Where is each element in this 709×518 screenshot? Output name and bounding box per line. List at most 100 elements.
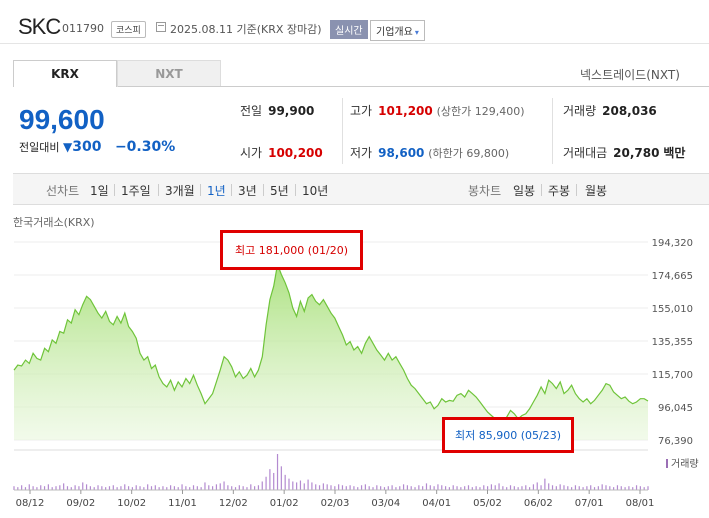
- volume-bar: [349, 485, 351, 490]
- candle-daily[interactable]: 일봉: [513, 184, 536, 198]
- volume-bar: [135, 485, 137, 490]
- volume-bar: [40, 485, 42, 490]
- period-divider: [114, 184, 115, 196]
- volume-bar: [639, 486, 641, 490]
- x-tick-label: 12/02: [219, 498, 248, 509]
- volume-bar: [597, 486, 599, 490]
- y-tick-label: 96,045: [658, 403, 693, 414]
- volume-bar: [154, 485, 156, 490]
- volume-bar: [613, 487, 615, 490]
- stats-divider: [552, 98, 553, 164]
- x-tick-label: 05/02: [473, 498, 502, 509]
- x-tick-label: 11/01: [168, 498, 197, 509]
- volume-bar: [318, 485, 321, 490]
- volume-bar: [169, 485, 172, 490]
- volume-bar: [345, 486, 347, 490]
- volume-bar: [143, 487, 145, 490]
- volume-bar: [460, 487, 462, 490]
- volume-bar: [444, 486, 447, 490]
- volume-bar: [158, 487, 160, 490]
- volume-bar: [620, 486, 622, 490]
- volume-bar: [464, 486, 466, 490]
- volume-bar: [326, 484, 328, 490]
- stat-amount: 거래대금 20,780 백만: [563, 146, 686, 160]
- period-1y[interactable]: 1년: [207, 184, 226, 198]
- volume-bar: [97, 485, 99, 490]
- volume-bar: [219, 483, 221, 490]
- volume-bar: [101, 486, 103, 490]
- volume-bar: [66, 486, 69, 490]
- period-toolbar: 선차트 1일 1주일 3개월 1년 3년 5년 10년 봉차트 일봉 주봉 월봉: [13, 173, 709, 205]
- volume-bar: [212, 486, 214, 490]
- volume-bar: [108, 486, 111, 490]
- period-3m[interactable]: 3개월: [165, 184, 195, 198]
- tab-divider: [118, 86, 709, 87]
- volume-bar: [299, 480, 302, 490]
- volume-bar: [609, 486, 611, 490]
- company-overview-button[interactable]: 기업개요 ▾: [370, 20, 425, 41]
- volume-bar: [17, 487, 19, 490]
- x-tick-label: 08/01: [626, 498, 655, 509]
- volume-bar: [483, 485, 485, 490]
- volume-bar: [63, 483, 65, 490]
- volume-bar: [551, 485, 554, 490]
- x-tick-label: 03/04: [371, 498, 400, 509]
- candle-weekly[interactable]: 주봉: [548, 184, 571, 198]
- volume-bar: [563, 485, 565, 490]
- period-1d[interactable]: 1일: [90, 184, 109, 198]
- volume-bar: [502, 486, 504, 490]
- volume-bar: [406, 485, 408, 490]
- calendar-icon: [156, 22, 166, 32]
- volume-bar: [284, 474, 286, 490]
- volume-bar: [513, 486, 515, 490]
- volume-bar: [105, 487, 107, 490]
- volume-bar: [21, 485, 23, 490]
- nxt-link[interactable]: 넥스트레이드(NXT): [580, 68, 680, 82]
- volume-bar: [334, 486, 336, 490]
- period-3y[interactable]: 3년: [238, 184, 257, 198]
- volume-bar: [414, 487, 416, 490]
- volume-bar: [89, 486, 91, 490]
- volume-bar: [269, 469, 271, 490]
- volume-bar: [265, 476, 267, 490]
- stat-volume: 거래량 208,036: [563, 104, 657, 118]
- period-5y[interactable]: 5년: [270, 184, 289, 198]
- volume-bar: [391, 485, 393, 490]
- volume-bar: [437, 484, 439, 490]
- volume-bar: [238, 485, 240, 490]
- volume-bar: [357, 487, 359, 490]
- volume-bar: [307, 479, 309, 490]
- volume-legend: 거래량: [671, 458, 699, 470]
- down-arrow-icon: ▼: [62, 140, 73, 154]
- y-tick-label: 155,010: [652, 304, 693, 315]
- volume-bar: [601, 484, 603, 490]
- stat-open: 시가 100,200: [240, 146, 323, 160]
- volume-bar: [540, 485, 542, 490]
- volume-bar: [574, 485, 577, 490]
- y-tick-label: 135,355: [652, 337, 693, 348]
- volume-bar: [628, 486, 630, 490]
- realtime-button[interactable]: 실시간: [330, 20, 368, 39]
- volume-bar: [254, 486, 256, 490]
- quote-stats: 전일 99,900 고가 101,200 (상한가 129,400) 거래량 208,…: [230, 96, 700, 168]
- volume-bar: [368, 486, 370, 490]
- volume-bar: [24, 487, 27, 490]
- company-overview-label: 기업개요: [376, 27, 413, 38]
- volume-bar: [529, 487, 531, 490]
- volume-bar: [261, 481, 263, 490]
- volume-bar: [490, 484, 493, 490]
- volume-bar: [330, 485, 332, 490]
- volume-bar: [13, 486, 15, 490]
- period-1w[interactable]: 1주일: [121, 184, 151, 198]
- tab-krx[interactable]: KRX: [13, 60, 117, 87]
- volume-bar: [70, 487, 72, 490]
- tab-nxt[interactable]: NXT: [117, 60, 221, 87]
- market-badge: 코스피: [111, 21, 146, 38]
- volume-bar: [288, 478, 290, 490]
- period-10y[interactable]: 10년: [302, 184, 329, 198]
- candle-monthly[interactable]: 월봉: [585, 184, 608, 198]
- volume-bar: [43, 486, 46, 490]
- volume-bar: [571, 487, 573, 490]
- volume-bar: [55, 486, 57, 490]
- volume-bar: [231, 486, 233, 490]
